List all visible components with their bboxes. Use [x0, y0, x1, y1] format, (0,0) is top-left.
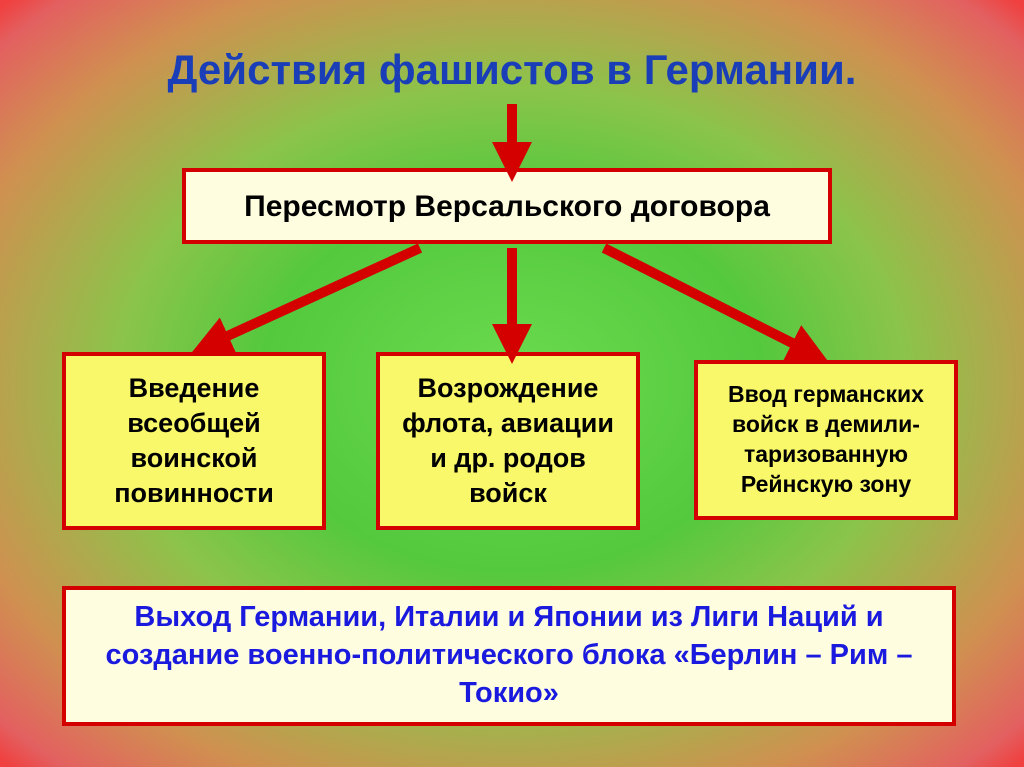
arrow-top-to-rhineland [604, 248, 810, 352]
arrows-layer [0, 0, 1024, 767]
arrow-top-to-conscription [210, 248, 420, 344]
